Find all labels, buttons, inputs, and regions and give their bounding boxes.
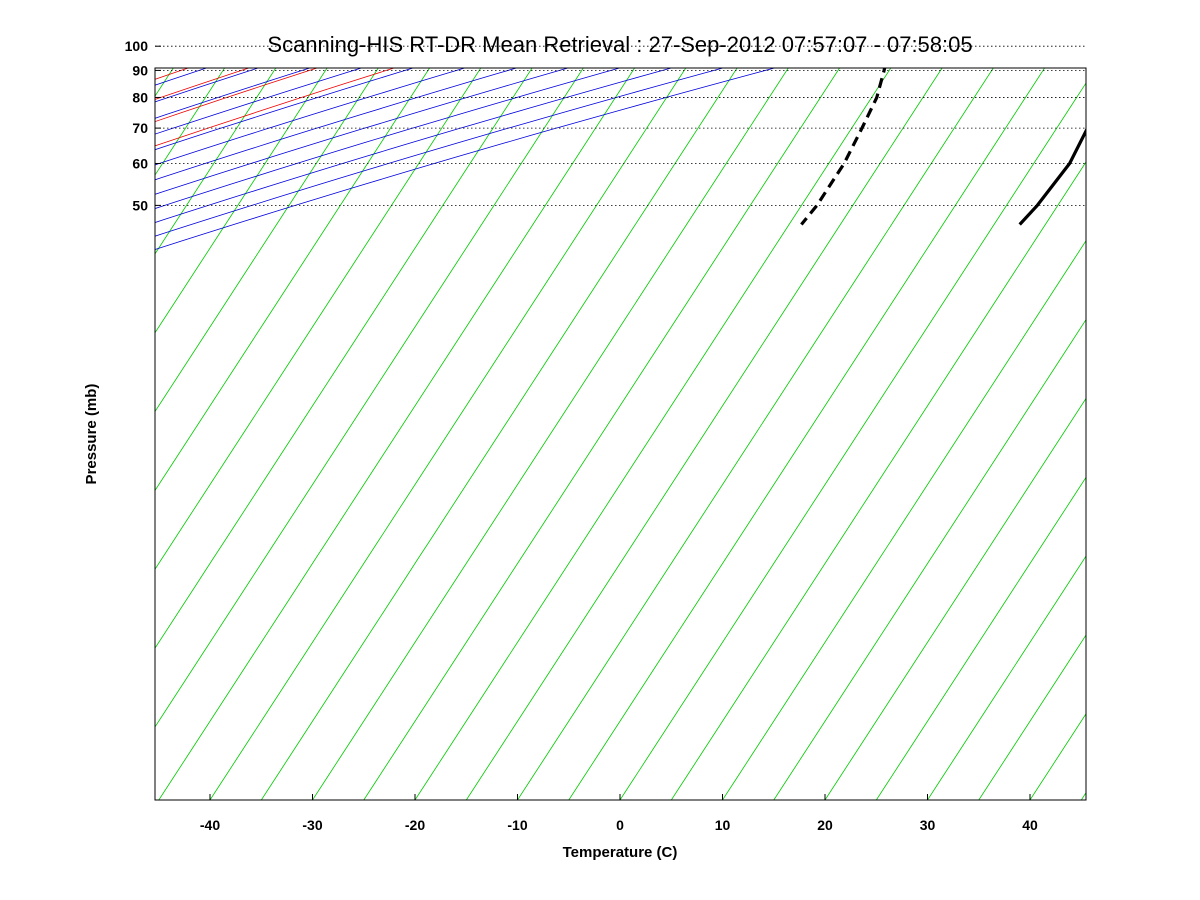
x-axis-label: Temperature (C) (563, 844, 678, 861)
dry-adiabat-line (155, 68, 622, 210)
isotherm-line (155, 68, 379, 413)
y-axis-label: Pressure (mb) (83, 384, 100, 485)
x-tick-label: 10 (715, 817, 731, 833)
y-tick-label: 70 (132, 120, 148, 136)
y-tick-label: 80 (132, 89, 148, 105)
y-axis-ticks: 5060708090100200300400500600700800900100… (125, 38, 161, 213)
isotherm-line (414, 68, 892, 800)
isotherm-line (155, 68, 482, 570)
x-tick-label: -20 (405, 817, 425, 833)
pressure-gridlines (155, 45, 1086, 206)
x-tick-label: 20 (817, 817, 833, 833)
x-tick-label: -30 (302, 817, 322, 833)
dry-adiabat-line (155, 68, 777, 250)
isotherm-line (927, 555, 1086, 800)
isotherm-line (619, 82, 1086, 800)
dry-adiabat-line (155, 68, 570, 195)
isotherm-line (465, 68, 943, 800)
isotherm-line (824, 397, 1086, 800)
y-tick-label: 50 (132, 197, 148, 213)
isotherm-line (209, 68, 687, 800)
x-tick-label: 30 (920, 817, 936, 833)
isotherm-line (155, 68, 584, 728)
y-tick-label: 90 (132, 62, 148, 78)
x-tick-label: 40 (1022, 817, 1038, 833)
x-tick-label: -40 (200, 817, 220, 833)
isotherm-line (568, 68, 1046, 800)
isotherm-line (517, 68, 994, 800)
isotherm-line (158, 68, 636, 800)
dry-adiabat-line (155, 68, 467, 166)
dry-adiabat-line (155, 68, 363, 135)
x-tick-label: -10 (507, 817, 527, 833)
isotherm-line (722, 240, 1086, 800)
y-tick-label: 100 (125, 38, 149, 54)
isotherm-line (978, 634, 1086, 800)
isotherm-lines (155, 68, 1086, 800)
isotherm-line (312, 68, 789, 800)
dry-adiabat-line (155, 68, 415, 151)
chart-title: Scanning-HIS RT-DR Mean Retrieval : 27-S… (267, 32, 972, 57)
isotherm-line (875, 476, 1086, 800)
isotherm-line (155, 68, 533, 649)
isotherm-line (155, 68, 431, 492)
isotherm-line (155, 68, 328, 334)
isotherm-line (155, 68, 277, 255)
x-tick-label: 0 (616, 817, 624, 833)
dry-adiabat-line (155, 68, 518, 181)
isotherm-line (363, 68, 841, 800)
isotherm-line (670, 161, 1086, 800)
dry-adiabat-line (155, 68, 725, 237)
x-axis-ticks: -40 -30 -20 -10 0 10 20 30 40 (200, 794, 1038, 833)
isotherm-line (773, 318, 1086, 800)
dry-adiabat-line (155, 68, 673, 223)
dry-adiabat-lines (155, 68, 777, 250)
isotherm-line (260, 68, 738, 800)
y-tick-label: 60 (132, 156, 148, 172)
